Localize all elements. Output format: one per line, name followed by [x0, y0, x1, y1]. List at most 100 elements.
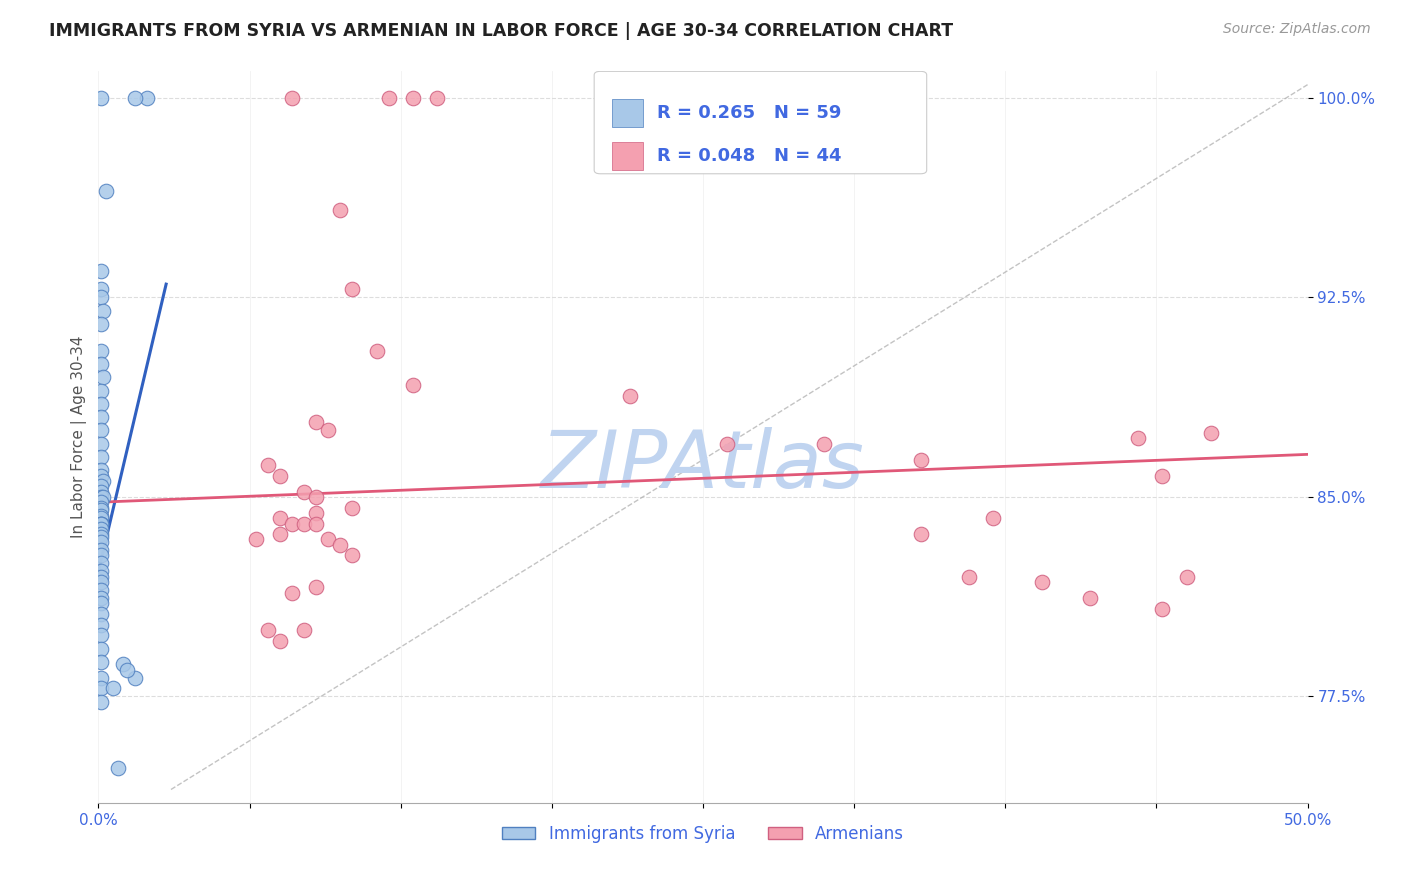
Point [90, 490, 112, 504]
Point [305, 580, 328, 594]
Point [1175, 570, 1198, 584]
Point [1152, 468, 1174, 483]
Point [305, 490, 328, 504]
Point [1199, 426, 1222, 441]
Point [269, 468, 291, 483]
Text: IMMIGRANTS FROM SYRIA VS ARMENIAN IN LABOR FORCE | AGE 30-34 CORRELATION CHART: IMMIGRANTS FROM SYRIA VS ARMENIAN IN LAB… [49, 22, 953, 40]
Point [813, 436, 835, 450]
Point [305, 506, 328, 520]
Point [90, 695, 112, 709]
Point [90, 522, 112, 536]
Point [90, 264, 112, 278]
FancyBboxPatch shape [595, 71, 927, 174]
Point [292, 516, 315, 531]
Point [269, 511, 291, 525]
Point [90, 424, 112, 438]
Point [402, 378, 425, 392]
Point [329, 538, 352, 552]
Point [90, 535, 112, 549]
Point [90, 591, 112, 605]
Point [90, 357, 112, 371]
Point [90, 516, 112, 531]
Point [256, 623, 278, 637]
Point [90, 468, 112, 483]
Point [91, 474, 114, 488]
Point [90, 565, 112, 579]
Point [281, 91, 304, 105]
Point [342, 500, 364, 515]
Point [90, 290, 112, 304]
Point [90, 484, 112, 499]
Point [90, 508, 112, 523]
Point [91, 490, 114, 504]
Point [619, 389, 641, 403]
Point [90, 503, 112, 517]
Point [269, 527, 291, 541]
Legend: Immigrants from Syria, Armenians: Immigrants from Syria, Armenians [495, 818, 911, 849]
Point [1078, 591, 1101, 605]
Point [90, 500, 112, 515]
Point [402, 91, 425, 105]
Point [292, 484, 315, 499]
Point [135, 91, 157, 105]
Point [90, 596, 112, 610]
Point [90, 511, 112, 525]
Point [90, 317, 112, 331]
Point [281, 585, 304, 599]
Point [981, 511, 1004, 525]
Point [124, 671, 146, 685]
Point [90, 655, 112, 669]
Point [90, 463, 112, 477]
Bar [613, 142, 643, 169]
Point [90, 543, 112, 558]
Point [91, 303, 114, 318]
Point [90, 549, 112, 563]
Point [292, 623, 315, 637]
Point [117, 663, 139, 677]
Text: R = 0.048   N = 44: R = 0.048 N = 44 [657, 147, 842, 165]
Point [305, 516, 328, 531]
Point [90, 641, 112, 656]
Point [342, 549, 364, 563]
Point [910, 527, 932, 541]
Point [1152, 601, 1174, 615]
Point [316, 533, 339, 547]
Point [305, 416, 328, 430]
Point [342, 283, 364, 297]
Point [111, 657, 134, 672]
Point [90, 343, 112, 358]
Point [245, 533, 267, 547]
Point [316, 424, 339, 438]
Point [90, 91, 112, 105]
Point [94, 184, 117, 198]
Point [90, 582, 112, 597]
Point [90, 283, 112, 297]
Point [377, 91, 399, 105]
Point [1031, 575, 1053, 590]
Point [366, 343, 388, 358]
Point [90, 436, 112, 450]
Point [426, 91, 449, 105]
Point [124, 91, 146, 105]
Point [90, 450, 112, 464]
Text: ZIPAtlas: ZIPAtlas [541, 427, 865, 506]
Point [90, 671, 112, 685]
Point [90, 617, 112, 632]
Point [281, 516, 304, 531]
Point [90, 681, 112, 696]
Bar [613, 99, 643, 127]
Point [90, 516, 112, 531]
Point [90, 384, 112, 398]
Point [256, 458, 278, 472]
Point [90, 570, 112, 584]
Point [90, 607, 112, 621]
Point [91, 370, 114, 384]
Point [1128, 431, 1150, 445]
Point [957, 570, 980, 584]
Point [90, 628, 112, 642]
Point [90, 410, 112, 425]
Point [101, 681, 124, 696]
Point [90, 495, 112, 509]
Y-axis label: In Labor Force | Age 30-34: In Labor Force | Age 30-34 [72, 335, 87, 539]
Point [90, 527, 112, 541]
